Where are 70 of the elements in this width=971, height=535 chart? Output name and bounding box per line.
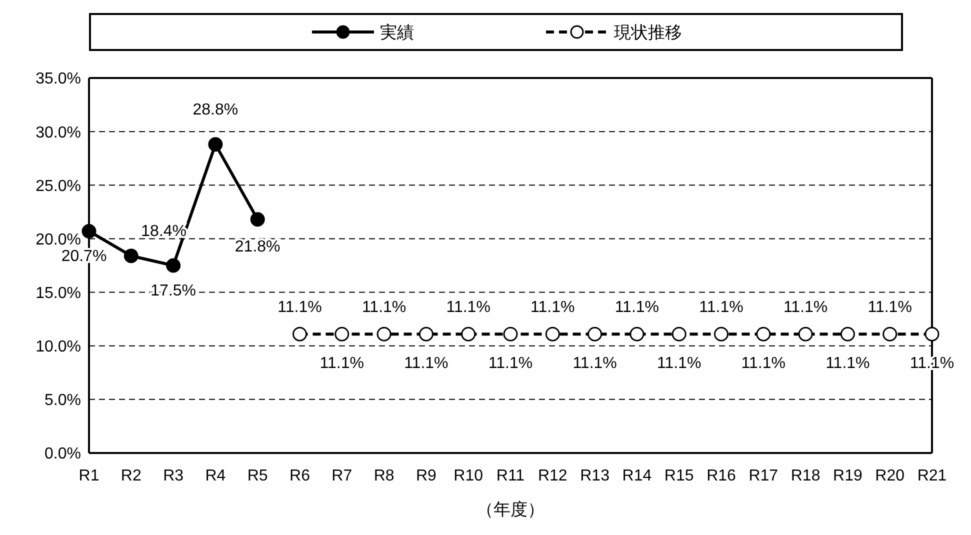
x-tick-label: R16 xyxy=(706,467,736,484)
data-label: 21.8% xyxy=(234,238,280,256)
point xyxy=(672,326,686,342)
data-label: 11.1% xyxy=(826,355,870,372)
x-tick-label: R10 xyxy=(454,467,484,484)
x-tick-label: R17 xyxy=(748,467,778,484)
x-tick-label: R5 xyxy=(247,467,268,484)
point xyxy=(250,212,265,227)
point xyxy=(924,326,940,342)
data-label: 28.8% xyxy=(192,101,238,118)
x-tick-label: R13 xyxy=(580,467,610,484)
data-label: 11.1% xyxy=(572,355,617,372)
x-tick-label: R19 xyxy=(833,467,862,484)
data-label: 11.1% xyxy=(699,299,744,316)
point xyxy=(630,326,644,342)
point xyxy=(166,258,181,273)
data-label: 11.1% xyxy=(657,355,702,372)
x-tick-label: R3 xyxy=(163,467,184,484)
x-tick-label: R1 xyxy=(78,467,100,484)
x-tick-label: R14 xyxy=(622,467,652,484)
y-tick-label: 5.0% xyxy=(44,392,81,410)
point xyxy=(461,326,476,342)
x-tick-label: R6 xyxy=(290,467,310,484)
y-tick-label: 30.0% xyxy=(36,124,81,142)
x-tick-label: R11 xyxy=(496,467,525,484)
point xyxy=(840,326,855,342)
x-tick-label: R9 xyxy=(416,467,437,484)
x-tick-label: R4 xyxy=(205,467,226,484)
point xyxy=(418,326,434,342)
data-label: 11.1% xyxy=(278,299,322,316)
point xyxy=(714,326,728,342)
x-axis-title: （年度） xyxy=(476,500,544,519)
x-tick-label: R2 xyxy=(120,467,142,484)
y-tick-label: 10.0% xyxy=(36,338,81,356)
data-label: 11.1% xyxy=(868,299,912,316)
data-label: 11.1% xyxy=(404,355,448,372)
point xyxy=(82,224,96,238)
point xyxy=(376,326,392,342)
x-tick-label: R12 xyxy=(538,467,568,484)
data-label: 11.1% xyxy=(614,299,660,316)
point xyxy=(334,326,350,342)
data-label: 11.1% xyxy=(446,299,490,316)
y-tick-label: 35.0% xyxy=(36,70,81,88)
point xyxy=(588,326,602,342)
data-label: 11.1% xyxy=(530,299,575,316)
data-label: 11.1% xyxy=(783,299,828,316)
x-tick-label: R20 xyxy=(875,467,905,484)
legend-label: 現状推移 xyxy=(614,22,682,44)
point xyxy=(124,248,138,264)
y-tick-label: 0.0% xyxy=(44,446,81,463)
point xyxy=(798,326,813,342)
legend-label: 実績 xyxy=(380,22,414,44)
data-label: 11.1% xyxy=(741,355,786,372)
point xyxy=(545,326,560,342)
point xyxy=(208,137,223,152)
data-label: 11.1% xyxy=(488,355,533,372)
point xyxy=(756,326,771,342)
point xyxy=(292,326,307,342)
x-tick-label: R7 xyxy=(332,467,352,484)
y-tick-label: 15.0% xyxy=(36,284,81,302)
point xyxy=(503,326,518,342)
point xyxy=(882,326,898,342)
x-tick-label: R8 xyxy=(374,467,394,484)
data-label: 11.1% xyxy=(320,355,364,372)
x-tick-label: R21 xyxy=(917,467,947,484)
x-tick-label: R18 xyxy=(790,467,820,484)
data-label: 11.1% xyxy=(362,299,406,316)
y-tick-label: 20.0% xyxy=(36,231,81,248)
x-tick-label: R15 xyxy=(664,467,694,484)
y-tick-label: 25.0% xyxy=(36,178,81,195)
